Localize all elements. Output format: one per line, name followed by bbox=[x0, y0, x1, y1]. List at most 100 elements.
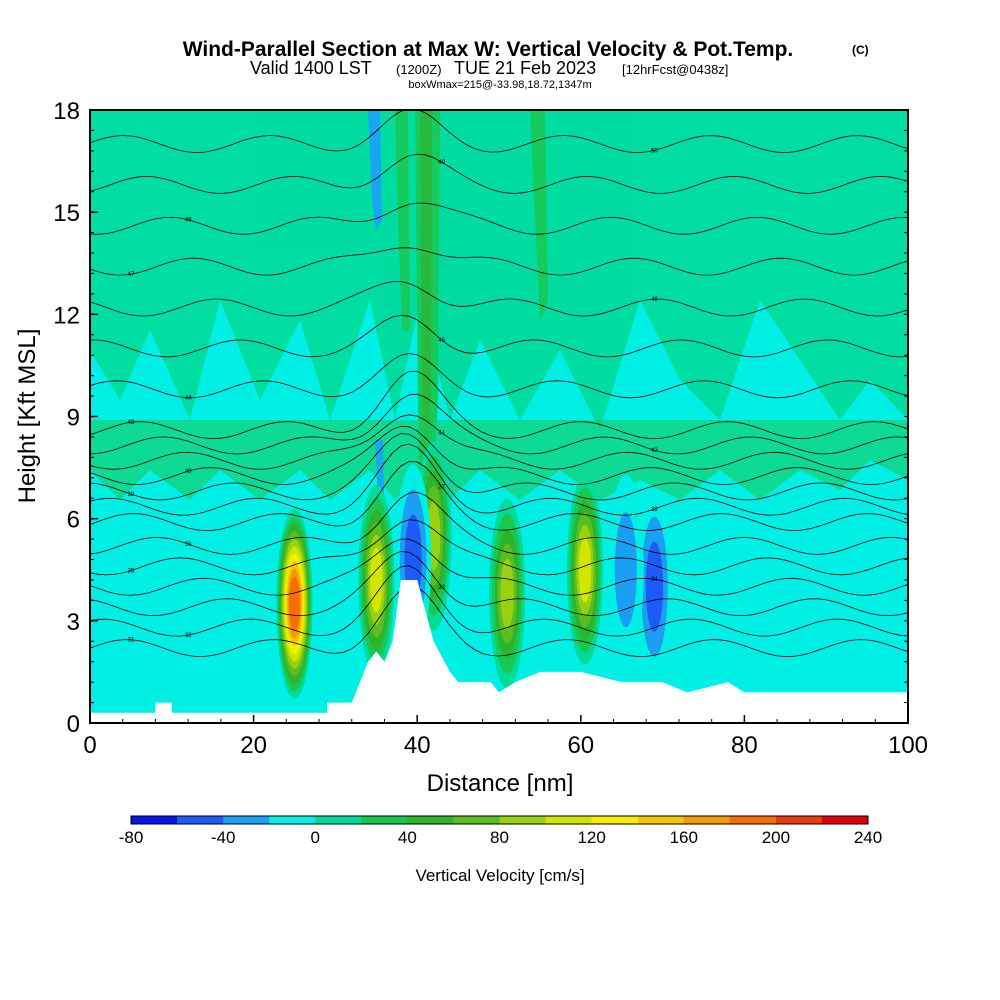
colorbar-swatch bbox=[729, 816, 777, 824]
isentrope-labels: 31 32 33 34 35 36 37 38 39 40 41 42 43 44 45 46 47 48 49 50 bbox=[128, 148, 659, 643]
isentrope-line bbox=[90, 519, 908, 576]
isentrope-label: 42 bbox=[651, 448, 658, 454]
colorbar bbox=[130, 815, 869, 825]
colorbar-swatch bbox=[223, 816, 270, 824]
isentrope-label: 41 bbox=[438, 431, 445, 437]
subtitle-valid: Valid 1400 LST bbox=[250, 58, 372, 78]
velocity-contour bbox=[645, 541, 664, 632]
isentrope-label: 43 bbox=[128, 420, 135, 426]
isentrope-label: 36 bbox=[185, 542, 192, 548]
isentrope-line bbox=[90, 425, 908, 486]
isentrope-line bbox=[90, 370, 908, 440]
colorbar-label: Vertical Velocity [cm/s] bbox=[415, 866, 584, 885]
colorbar-tick-label: 200 bbox=[762, 828, 790, 847]
isentrope-line bbox=[90, 491, 908, 555]
colorbar-swatch bbox=[269, 816, 316, 824]
velocity-cells bbox=[276, 440, 673, 699]
isentrope-label: 49 bbox=[438, 160, 445, 166]
isentrope-label: 46 bbox=[651, 297, 658, 303]
isentrope-line bbox=[90, 202, 908, 235]
y-tick-label: 15 bbox=[53, 200, 80, 227]
subtitle-date: TUE 21 Feb 2023 bbox=[454, 58, 596, 78]
x-tick-label: 20 bbox=[240, 732, 267, 759]
colorbar-swatch bbox=[591, 816, 639, 824]
velocity-cell bbox=[489, 498, 526, 689]
isentrope-label: 31 bbox=[128, 638, 135, 644]
isentrope-line bbox=[90, 461, 908, 532]
subtitle-utc: (1200Z) bbox=[396, 62, 442, 77]
colorbar-tick-label: 120 bbox=[577, 828, 605, 847]
subtitle: Valid 1400 LST (1200Z) TUE 21 Feb 2023 [… bbox=[250, 58, 728, 78]
isentrope-label: 50 bbox=[651, 148, 658, 154]
x-axis-label: Distance [nm] bbox=[427, 770, 574, 797]
velocity-cell bbox=[566, 474, 603, 665]
x-tick-label: 80 bbox=[731, 732, 758, 759]
colorbar-tick-label: 40 bbox=[398, 828, 417, 847]
colorbar-tick-label: 80 bbox=[490, 828, 509, 847]
colorbar-swatch bbox=[361, 816, 408, 824]
velocity-contour bbox=[578, 537, 592, 603]
isentrope-label: 40 bbox=[185, 469, 192, 475]
velocity-contour bbox=[500, 558, 514, 629]
upper-shading bbox=[90, 110, 908, 580]
isentrope-label: 44 bbox=[185, 396, 192, 402]
isentrope-line bbox=[90, 443, 908, 516]
title-mark: (C) bbox=[852, 43, 869, 57]
colorbar-swatch bbox=[407, 816, 454, 824]
colorbar-tick-label: 0 bbox=[311, 828, 320, 847]
isentrope-line bbox=[90, 393, 908, 455]
terrain bbox=[90, 579, 908, 723]
isentrope-line bbox=[90, 153, 908, 194]
colorbar-tick-label: 160 bbox=[670, 828, 698, 847]
colorbar-swatch bbox=[637, 816, 685, 824]
colorbar-tick-label: -80 bbox=[119, 828, 144, 847]
plot-area: 31 32 33 34 35 36 37 38 39 40 41 42 43 44 45 46 47 48 49 50 bbox=[90, 110, 908, 723]
colorbar-frame bbox=[130, 815, 869, 825]
x-tick-label: 100 bbox=[888, 732, 928, 759]
isentrope-label: 34 bbox=[651, 577, 658, 583]
colorbar-swatch bbox=[131, 816, 178, 824]
subtitle-forecast: [12hrFcst@0438z] bbox=[622, 62, 728, 77]
colorbar-swatch bbox=[315, 816, 362, 824]
isentrope-line bbox=[90, 585, 908, 658]
colorbar-tick-label: 240 bbox=[854, 828, 882, 847]
isentrope-line bbox=[90, 565, 908, 637]
colorbar-swatch bbox=[545, 816, 593, 824]
isentrope-line bbox=[90, 247, 908, 276]
chart-title: Wind-Parallel Section at Max W: Vertical… bbox=[183, 38, 794, 61]
colorbar-swatch bbox=[821, 816, 869, 824]
x-tick-label: 0 bbox=[83, 732, 96, 759]
isentrope-line bbox=[90, 110, 908, 154]
isentrope-line bbox=[90, 538, 908, 596]
colorbar-swatch bbox=[177, 816, 224, 824]
colorbar-swatch bbox=[499, 816, 547, 824]
x-axis: 0 20 40 60 80 100 bbox=[83, 715, 928, 759]
colorbar-ticks: -80 -40 0 40 80 120 160 200 240 bbox=[119, 828, 882, 847]
isentrope-label: 33 bbox=[438, 585, 445, 591]
y-tick-label: 3 bbox=[67, 609, 80, 636]
x-tick-label: 40 bbox=[404, 732, 431, 759]
isentrope-label: 48 bbox=[185, 218, 192, 224]
colorbar-swatch bbox=[453, 816, 500, 824]
colorbar-swatch bbox=[683, 816, 731, 824]
isentrope-line bbox=[90, 551, 908, 617]
isentrope-label: 37 bbox=[438, 484, 445, 490]
velocity-cell bbox=[358, 484, 395, 675]
velocity-contour bbox=[289, 576, 300, 632]
velocity-contour bbox=[369, 547, 383, 613]
isentrope-line bbox=[90, 353, 908, 399]
isentrope-label: 35 bbox=[128, 569, 135, 575]
isentrope-label: 38 bbox=[651, 507, 658, 513]
isentropes bbox=[90, 110, 908, 658]
y-tick-label: 18 bbox=[53, 98, 80, 125]
isentrope-line bbox=[90, 433, 908, 501]
y-tick-label: 9 bbox=[67, 405, 80, 432]
isentrope-label: 39 bbox=[128, 492, 135, 498]
x-tick-label: 60 bbox=[567, 732, 594, 759]
colorbar-tick-label: -40 bbox=[211, 828, 236, 847]
y-tick-label: 12 bbox=[53, 302, 80, 329]
isentrope-label: 32 bbox=[185, 633, 192, 639]
y-tick-label: 6 bbox=[67, 507, 80, 534]
